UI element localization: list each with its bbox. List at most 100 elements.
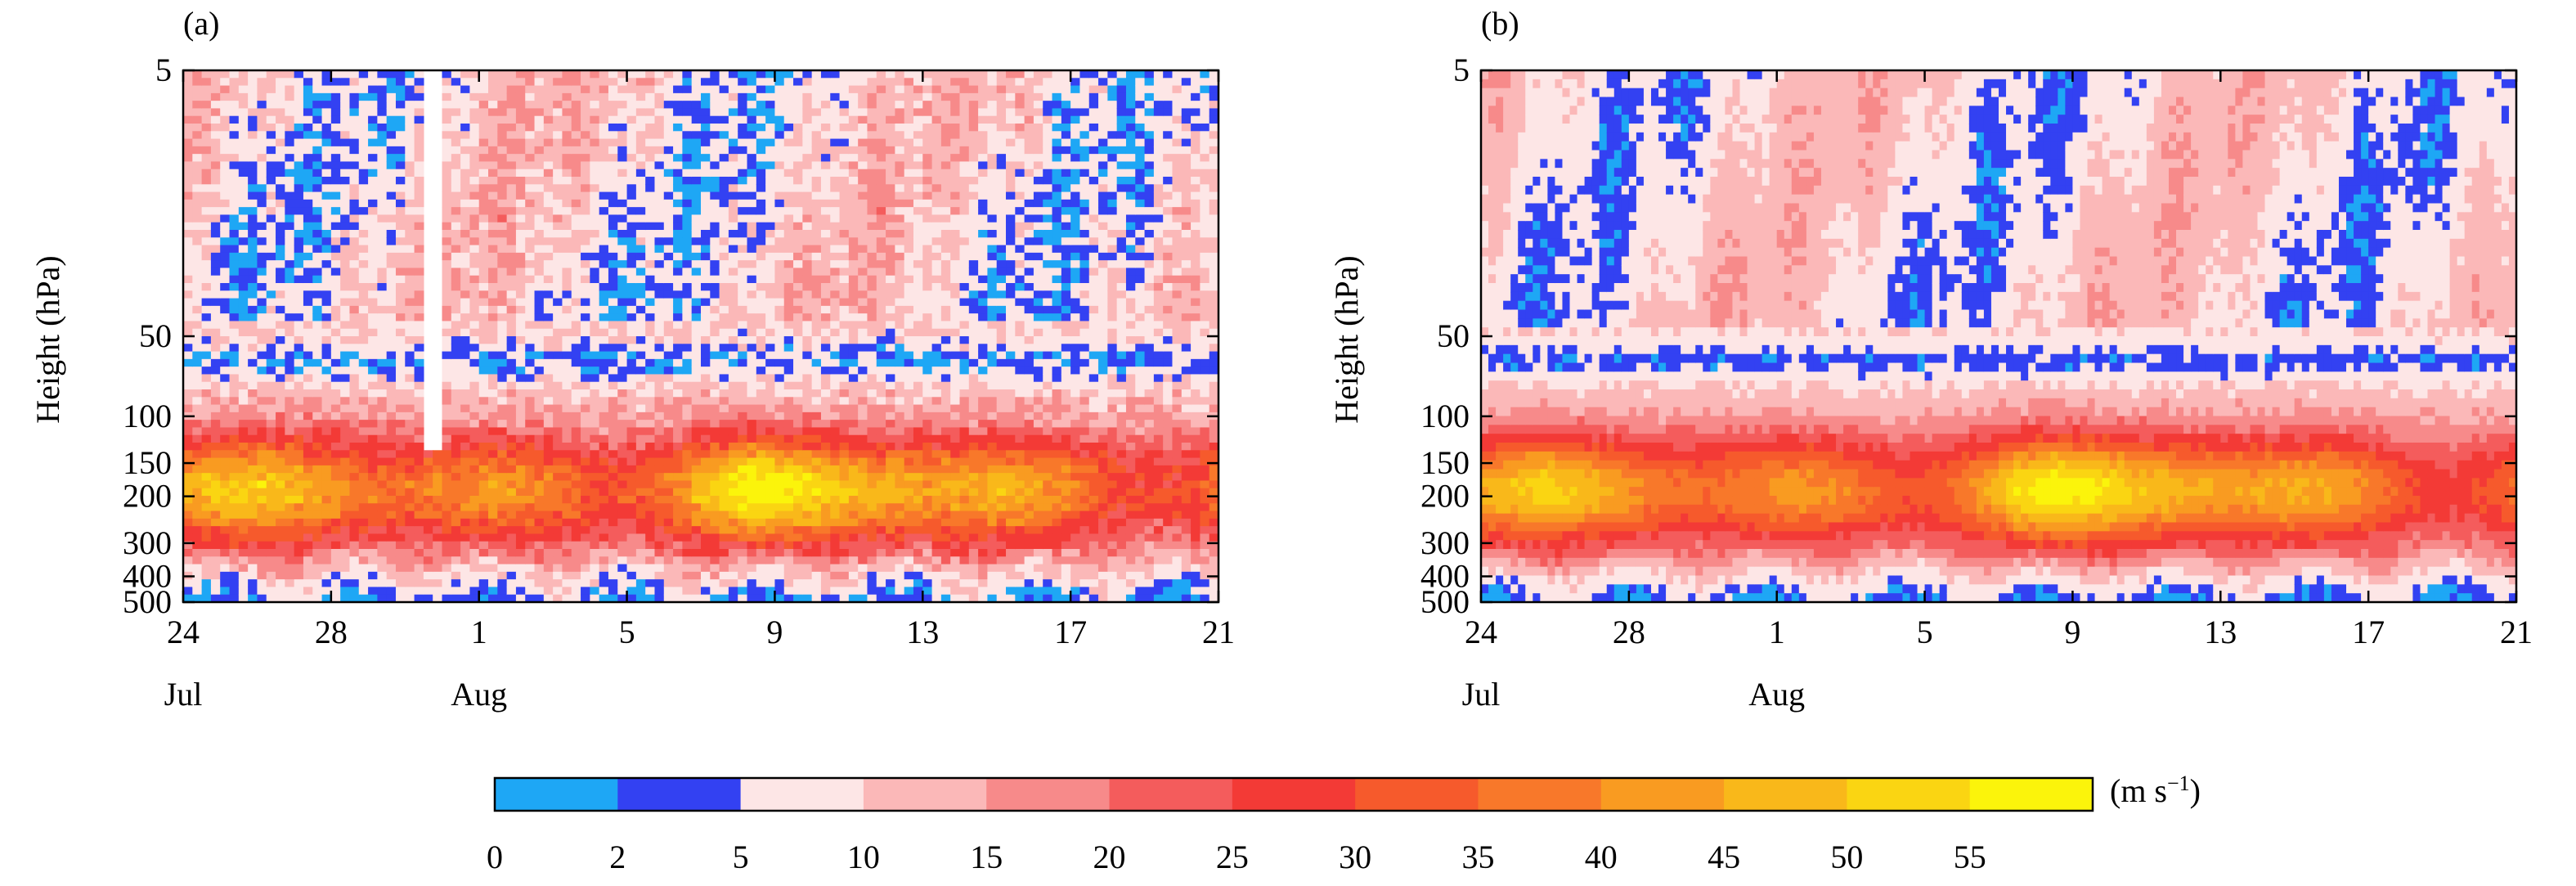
heat-cell bbox=[599, 571, 609, 580]
heat-cell bbox=[839, 305, 850, 314]
heat-cell bbox=[645, 305, 656, 314]
heat-cell bbox=[183, 321, 193, 330]
heat-cell bbox=[728, 381, 738, 390]
heat-cell bbox=[765, 465, 776, 474]
heat-cell bbox=[682, 177, 693, 185]
heat-cell bbox=[303, 138, 313, 147]
heat-cell bbox=[802, 412, 813, 421]
heat-cell bbox=[229, 252, 240, 261]
heat-cell bbox=[497, 298, 508, 307]
heat-cell bbox=[645, 503, 656, 512]
heat-cell bbox=[497, 564, 508, 573]
heat-cell bbox=[848, 434, 859, 443]
heat-cell bbox=[635, 526, 646, 535]
heat-cell bbox=[581, 541, 590, 550]
heat-cell bbox=[210, 298, 221, 307]
heat-cell bbox=[793, 397, 803, 406]
heat-cell bbox=[756, 496, 766, 504]
heat-cell bbox=[581, 480, 590, 489]
heat-cell bbox=[478, 434, 489, 443]
heat-cell bbox=[340, 177, 351, 185]
heat-cell bbox=[802, 488, 813, 497]
heat-cell bbox=[645, 92, 656, 101]
heat-cell bbox=[581, 564, 590, 573]
heat-cell bbox=[534, 199, 545, 208]
heat-cell bbox=[478, 374, 489, 383]
heat-cell bbox=[248, 412, 258, 421]
heat-cell bbox=[368, 260, 378, 269]
heat-cell bbox=[497, 222, 508, 231]
heat-cell bbox=[192, 564, 203, 573]
heat-cell bbox=[811, 70, 822, 79]
heat-cell bbox=[266, 556, 276, 565]
heat-cell bbox=[515, 146, 526, 155]
heat-cell bbox=[451, 207, 461, 216]
heat-cell bbox=[830, 154, 841, 163]
heat-cell bbox=[590, 275, 600, 284]
heat-cell bbox=[571, 420, 581, 429]
heat-cell bbox=[765, 146, 776, 155]
heat-cell bbox=[626, 313, 637, 322]
heat-cell bbox=[793, 587, 803, 596]
heat-cell bbox=[756, 321, 766, 330]
heat-cell bbox=[405, 199, 415, 208]
heat-cell bbox=[377, 124, 388, 132]
heat-cell bbox=[478, 298, 489, 307]
heat-cell bbox=[820, 488, 831, 497]
heat-cell bbox=[553, 78, 563, 87]
heat-cell bbox=[635, 169, 646, 178]
heat-cell bbox=[276, 571, 285, 580]
heat-cell bbox=[820, 70, 831, 79]
heat-cell bbox=[553, 328, 563, 337]
heat-cell bbox=[747, 92, 757, 101]
heat-cell bbox=[330, 161, 341, 170]
heat-cell bbox=[673, 154, 683, 163]
heat-cell bbox=[738, 191, 748, 200]
heat-cell bbox=[562, 480, 572, 489]
heat-cell bbox=[654, 138, 665, 147]
heat-cell bbox=[377, 154, 388, 163]
heat-cell bbox=[210, 374, 221, 383]
heat-cell bbox=[220, 374, 231, 383]
heat-cell bbox=[276, 313, 285, 322]
heat-cell bbox=[581, 374, 590, 383]
heat-cell bbox=[599, 587, 609, 596]
heat-cell bbox=[266, 275, 276, 284]
heat-cell bbox=[738, 389, 748, 398]
heat-cell bbox=[506, 260, 517, 269]
heat-cell bbox=[553, 579, 563, 588]
heat-cell bbox=[728, 427, 738, 436]
heat-cell bbox=[839, 488, 850, 497]
heat-cell bbox=[257, 214, 267, 223]
heat-cell bbox=[719, 533, 729, 542]
heat-cell bbox=[210, 518, 221, 527]
heat-cell bbox=[635, 358, 646, 367]
heat-cell bbox=[617, 124, 628, 132]
heat-cell bbox=[210, 503, 221, 512]
heat-cell bbox=[266, 412, 276, 421]
heat-cell bbox=[802, 313, 813, 322]
heat-cell bbox=[673, 298, 683, 307]
heat-cell bbox=[386, 526, 397, 535]
heat-cell bbox=[248, 503, 258, 512]
heat-cell bbox=[229, 290, 240, 299]
heat-cell bbox=[368, 199, 378, 208]
heat-cell bbox=[248, 230, 258, 238]
heat-cell bbox=[747, 260, 757, 269]
heat-cell bbox=[276, 252, 285, 261]
heat-cell bbox=[802, 78, 813, 87]
heat-cell bbox=[543, 313, 554, 322]
heat-cell bbox=[276, 541, 285, 550]
heat-cell bbox=[183, 138, 193, 147]
heat-cell bbox=[811, 275, 822, 284]
heat-cell bbox=[571, 146, 581, 155]
heat-cell bbox=[820, 367, 831, 376]
heat-cell bbox=[543, 305, 554, 314]
heat-cell bbox=[701, 328, 711, 337]
heat-cell bbox=[238, 374, 249, 383]
heat-cell bbox=[257, 556, 267, 565]
heat-cell bbox=[321, 579, 332, 588]
heat-cell bbox=[738, 450, 748, 459]
heat-cell bbox=[691, 260, 702, 269]
heat-cell bbox=[534, 154, 545, 163]
